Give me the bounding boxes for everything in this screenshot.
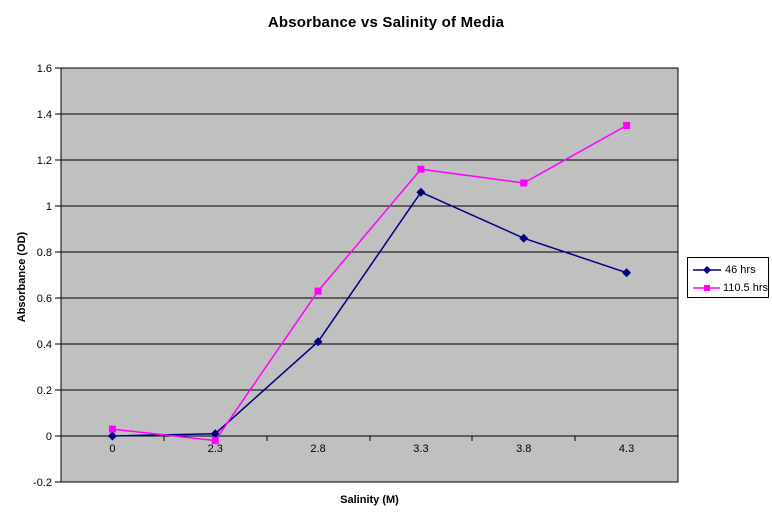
data-point-0 [313,337,323,347]
data-point-1 [108,425,116,433]
y-axis-tick-label: 0 [46,431,52,443]
y-axis-tick-label: 0.6 [37,293,52,305]
legend: 46 hrs 110.5 hrs [687,257,769,298]
data-point-0 [416,187,426,197]
legend-marker-diamond-icon [693,266,721,274]
square-icon [704,285,710,291]
y-axis-tick-label: 1.4 [37,109,52,121]
y-axis-title: Absorbance (OD) [16,231,28,323]
chart-title: Absorbance vs Salinity of Media [267,14,505,31]
x-axis-tick-label: 0 [109,443,115,455]
x-axis-tick-label: 2.8 [310,443,325,455]
data-point-1 [211,437,219,445]
y-axis-tick-label: 0.2 [37,385,52,397]
data-point-1 [314,287,322,295]
legend-entry-0: 46 hrs [692,261,768,279]
series-line-0 [112,191,627,437]
y-axis-tick-label: 1.6 [37,63,52,75]
data-point-0 [210,429,220,439]
data-point-0 [622,268,632,278]
x-axis-tick-label: 3.8 [516,443,531,455]
legend-entry-1: 110.5 hrs [692,279,768,297]
data-point-1 [520,179,528,187]
x-axis-tick-label: 3.3 [413,443,428,455]
data-point-1 [623,122,631,129]
legend-label: 110.5 hrs [722,282,768,294]
y-axis-tick-label: 0.4 [37,339,52,351]
y-axis-tick-label: 1 [46,201,52,213]
x-axis-title: Salinity (M) [340,494,399,506]
x-axis-tick-label: 2.3 [208,443,223,455]
plot-area-background [60,67,679,483]
diamond-icon [703,266,711,274]
data-point-1 [417,165,425,173]
y-axis-tick-label: 0.8 [37,247,52,259]
series-line-1 [112,124,627,442]
data-point-0 [519,233,529,243]
data-point-0 [107,431,117,441]
y-axis-tick-label: -0.2 [33,477,52,489]
y-axis-tick-label: 1.2 [37,155,52,167]
legend-label: 46 hrs [725,264,756,276]
x-axis-tick-label: 4.3 [619,443,634,455]
legend-marker-square-icon [693,285,720,291]
